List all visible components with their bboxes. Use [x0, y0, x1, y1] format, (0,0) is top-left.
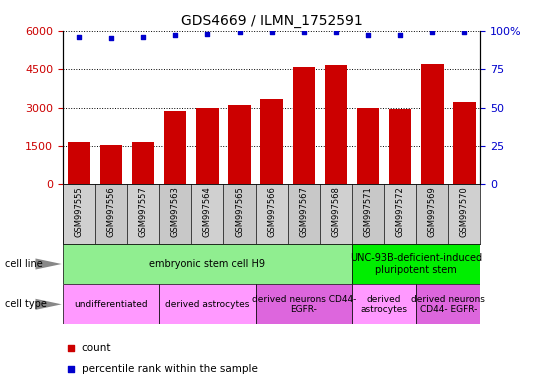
Polygon shape: [35, 258, 62, 270]
Bar: [260, 99, 283, 184]
Text: GSM997567: GSM997567: [299, 186, 308, 237]
Text: GSM997556: GSM997556: [106, 186, 116, 237]
Bar: [164, 111, 187, 184]
Bar: [288, 184, 320, 244]
Text: GSM997557: GSM997557: [139, 186, 147, 237]
Bar: [127, 184, 159, 244]
Text: GSM997570: GSM997570: [460, 186, 469, 237]
Text: derived
astrocytes: derived astrocytes: [360, 295, 408, 314]
Text: derived neurons CD44-
EGFR-: derived neurons CD44- EGFR-: [252, 295, 356, 314]
Point: [299, 29, 308, 35]
Bar: [352, 284, 416, 324]
Bar: [421, 64, 443, 184]
Bar: [357, 108, 379, 184]
Point: [343, 249, 352, 255]
Text: undifferentiated: undifferentiated: [74, 300, 148, 309]
Text: GSM997555: GSM997555: [74, 186, 84, 237]
Text: GSM997571: GSM997571: [364, 186, 372, 237]
Title: GDS4669 / ILMN_1752591: GDS4669 / ILMN_1752591: [181, 14, 363, 28]
Text: GSM997566: GSM997566: [267, 186, 276, 237]
Bar: [191, 184, 223, 244]
Text: UNC-93B-deficient-induced
pluripotent stem: UNC-93B-deficient-induced pluripotent st…: [350, 253, 482, 275]
Text: derived neurons
CD44- EGFR-: derived neurons CD44- EGFR-: [412, 295, 485, 314]
Text: embryonic stem cell H9: embryonic stem cell H9: [150, 259, 265, 269]
Bar: [132, 142, 155, 184]
Point: [343, 61, 352, 67]
Text: GSM997564: GSM997564: [203, 186, 212, 237]
Bar: [389, 109, 411, 184]
Bar: [256, 284, 352, 324]
Bar: [68, 142, 90, 184]
Bar: [63, 184, 95, 244]
Point: [396, 32, 405, 38]
Bar: [416, 184, 448, 244]
Bar: [256, 184, 288, 244]
Point: [171, 32, 180, 38]
Point: [235, 29, 244, 35]
Bar: [159, 284, 256, 324]
Text: percentile rank within the sample: percentile rank within the sample: [81, 364, 258, 374]
Bar: [159, 184, 191, 244]
Bar: [448, 184, 480, 244]
Text: GSM997563: GSM997563: [171, 186, 180, 237]
Bar: [95, 184, 127, 244]
Bar: [320, 184, 352, 244]
Bar: [453, 103, 476, 184]
Bar: [63, 284, 159, 324]
Point: [428, 29, 437, 35]
Bar: [100, 145, 122, 184]
Point: [203, 31, 212, 37]
Point: [139, 34, 147, 40]
Text: GSM997568: GSM997568: [331, 186, 340, 237]
Bar: [228, 105, 251, 184]
Bar: [293, 66, 315, 184]
Bar: [384, 184, 416, 244]
Bar: [63, 244, 352, 284]
Point: [460, 29, 469, 35]
Point: [364, 32, 372, 38]
Text: derived astrocytes: derived astrocytes: [165, 300, 250, 309]
Bar: [416, 284, 480, 324]
Polygon shape: [35, 299, 62, 310]
Bar: [325, 65, 347, 184]
Text: GSM997569: GSM997569: [428, 186, 437, 237]
Point: [74, 34, 83, 40]
Text: cell type: cell type: [5, 299, 48, 310]
Point: [268, 29, 276, 35]
Bar: [352, 184, 384, 244]
Text: cell line: cell line: [5, 259, 43, 269]
Bar: [196, 108, 218, 184]
Point: [106, 35, 115, 41]
Text: count: count: [81, 343, 111, 353]
Bar: [352, 244, 480, 284]
Bar: [223, 184, 256, 244]
Text: GSM997565: GSM997565: [235, 186, 244, 237]
Point: [331, 29, 340, 35]
Text: GSM997572: GSM997572: [396, 186, 405, 237]
